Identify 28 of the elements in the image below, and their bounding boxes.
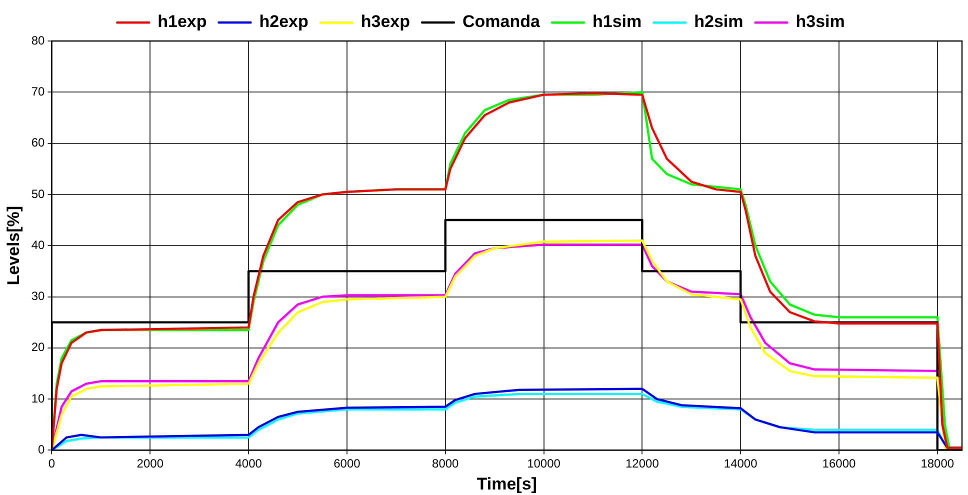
y-tick-label: 80 — [31, 33, 46, 48]
x-tick-label: 10000 — [527, 456, 561, 471]
legend-label: h2sim — [694, 12, 744, 32]
y-tick-label: 10 — [31, 391, 46, 406]
x-tick-label: 0 — [48, 456, 56, 471]
x-tick-label: 18000 — [920, 456, 954, 471]
x-tick-label: 16000 — [822, 456, 856, 471]
legend-label: h3exp — [360, 12, 410, 32]
y-tick-label: 0 — [38, 442, 46, 457]
legend-label: Comanda — [462, 12, 541, 32]
x-tick-label: 12000 — [625, 456, 660, 471]
x-tick-label: 6000 — [334, 456, 361, 471]
legend-label: h2exp — [259, 12, 308, 32]
y-axis-title: Levels[%] — [4, 206, 23, 286]
x-tick-label: 4000 — [235, 456, 262, 471]
y-tick-label: 40 — [31, 238, 46, 252]
y-tick-label: 50 — [31, 186, 46, 201]
x-tick-label: 14000 — [724, 456, 758, 471]
x-axis-title: Time[s] — [476, 474, 537, 494]
y-tick-label: 20 — [31, 340, 46, 354]
x-tick-label: 8000 — [432, 456, 460, 471]
y-tick-label: 70 — [31, 84, 46, 98]
legend-label: h3sim — [796, 12, 845, 32]
legend-label: h1sim — [592, 12, 642, 32]
x-tick-label: 2000 — [136, 456, 164, 471]
y-tick-label: 60 — [31, 136, 46, 150]
legend-label: h1exp — [158, 12, 207, 32]
y-tick-label: 30 — [31, 289, 46, 304]
